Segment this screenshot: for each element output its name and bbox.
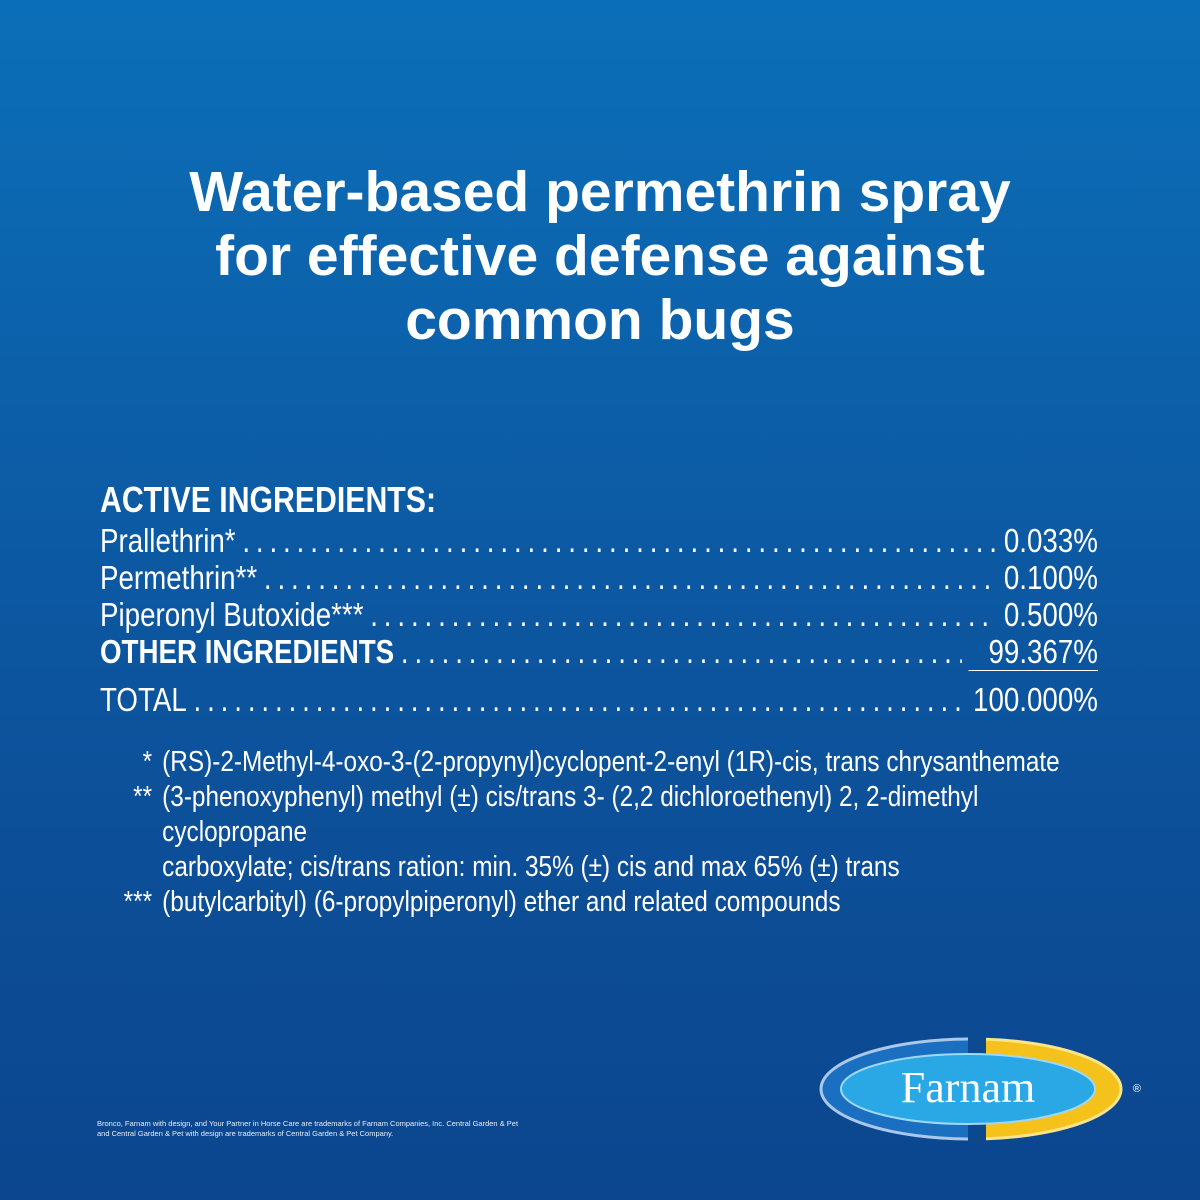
other-ingredients-row: OTHER INGREDIENTS.......................… [100,633,1098,671]
svg-text:Farnam: Farnam [901,1063,1035,1112]
footnote: ** (3-phenoxyphenyl) methyl (±) cis/trans… [133,781,979,848]
ingredient-row: Piperonyl Butoxide***...................… [100,596,1098,633]
farnam-logo: Farnam ® [819,1037,1141,1141]
trademark-fine-print: Bronco, Farnam with design, and Your Par… [97,1119,519,1138]
ingredient-row: Permethrin**............................… [100,559,1098,596]
ingredient-row: Prallethrin*............................… [100,522,1098,559]
footnote: carboxylate; cis/trans ration: min. 35% … [162,851,900,883]
footnote: * (RS)-2-Methyl-4-oxo-3-(2-propynyl)cyclo… [142,746,1060,778]
ingredients-panel: ACTIVE INGREDIENTS: Prallethrin*........… [100,478,1098,718]
footnotes: * (RS)-2-Methyl-4-oxo-3-(2-propynyl)cyclo… [100,745,1108,920]
ingredients-header: ACTIVE INGREDIENTS: [100,479,437,520]
svg-text:®: ® [1133,1083,1141,1095]
headline: Water-based permethrin spray for effecti… [189,160,1011,352]
footnote: *** (butylcarbityl) (6-propylpiperonyl) e… [123,886,841,918]
total-row: TOTAL...................................… [100,681,1098,718]
